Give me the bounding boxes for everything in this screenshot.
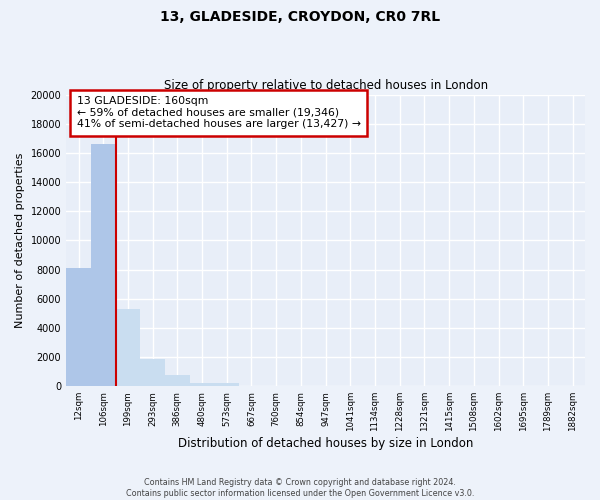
Text: 13 GLADESIDE: 160sqm
← 59% of detached houses are smaller (19,346)
41% of semi-d: 13 GLADESIDE: 160sqm ← 59% of detached h…: [77, 96, 361, 129]
Bar: [91, 144, 116, 386]
Bar: [214, 384, 239, 386]
Y-axis label: Number of detached properties: Number of detached properties: [15, 152, 25, 328]
Text: Contains HM Land Registry data © Crown copyright and database right 2024.
Contai: Contains HM Land Registry data © Crown c…: [126, 478, 474, 498]
Bar: [140, 359, 165, 386]
X-axis label: Distribution of detached houses by size in London: Distribution of detached houses by size …: [178, 437, 473, 450]
Bar: [165, 376, 190, 386]
Bar: [66, 268, 91, 386]
Bar: [116, 309, 140, 386]
Bar: [190, 382, 214, 386]
Text: 13, GLADESIDE, CROYDON, CR0 7RL: 13, GLADESIDE, CROYDON, CR0 7RL: [160, 10, 440, 24]
Title: Size of property relative to detached houses in London: Size of property relative to detached ho…: [164, 79, 488, 92]
